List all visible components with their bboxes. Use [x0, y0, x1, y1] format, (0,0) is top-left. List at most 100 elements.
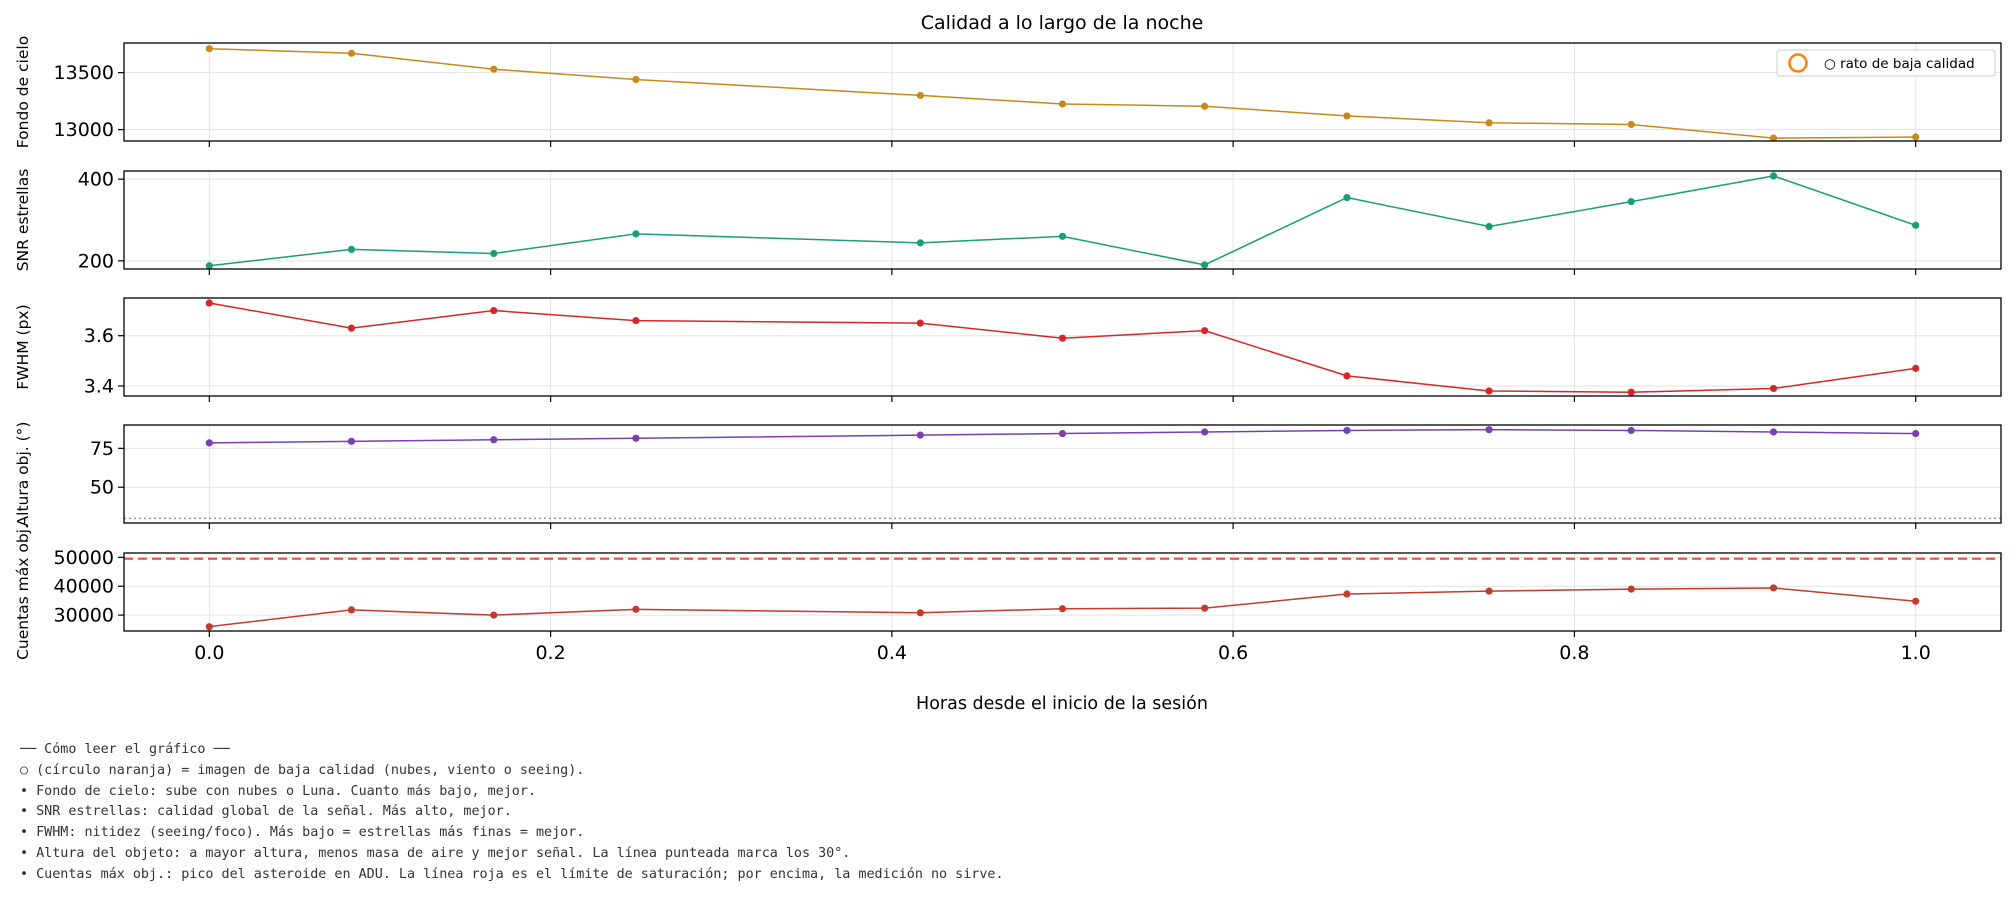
legend-box [1776, 49, 1996, 77]
data-point [1201, 327, 1209, 335]
x-tick-label: 0.8 [1559, 642, 1589, 664]
y-tick-label: 75 [90, 438, 114, 460]
data-point [632, 75, 640, 84]
data-point [1485, 587, 1493, 595]
panel-3: 3.4 3.6 FWHM (px) [14, 297, 2002, 402]
data-point [205, 439, 213, 447]
x-axis-label: Horas desde el inicio de la sesión [916, 694, 1208, 714]
x-tick-label: 0.4 [877, 642, 907, 664]
data-point [205, 623, 213, 631]
data-point [916, 319, 924, 327]
data-point [1343, 590, 1351, 598]
data-point [916, 91, 924, 100]
data-point [1627, 198, 1635, 206]
x-tick-label: 0.6 [1218, 642, 1248, 664]
panel-frame [123, 170, 2002, 270]
note-line-snr: • SNR estrellas: calidad global de la se… [20, 804, 512, 820]
y-tick-label: 13500 [54, 62, 114, 84]
data-point [1912, 429, 1920, 438]
data-point [1343, 193, 1351, 202]
panel-frame [123, 42, 2002, 142]
x-tick-label: 1.0 [1901, 642, 1931, 664]
y-axis-label: Fondo de cielo [14, 36, 32, 148]
y-axis-label: Altura obj. (°) [14, 422, 32, 527]
panel-frame [123, 297, 2002, 397]
data-point [205, 299, 213, 307]
data-point [1769, 428, 1778, 436]
data-point [916, 239, 924, 247]
data-point [1627, 388, 1635, 396]
y-tick-label: 200 [78, 250, 114, 272]
data-point [1343, 112, 1351, 120]
y-tick-label: 50 [90, 477, 114, 499]
data-point [490, 65, 498, 73]
y-tick-label: 3.6 [84, 325, 114, 347]
note-line-marker: ○ (círculo naranja) = imagen de baja cal… [20, 762, 585, 778]
data-point [1201, 261, 1209, 269]
data-point [490, 611, 498, 619]
data-point [490, 436, 498, 444]
y-tick-label: 400 [78, 169, 114, 191]
data-point [347, 245, 356, 253]
notes-heading: ── Cómo leer el gráfico ── [20, 742, 230, 757]
data-point [1485, 426, 1493, 434]
data-point [1201, 102, 1209, 110]
data-point [916, 431, 924, 439]
data-point [632, 317, 640, 325]
data-point [347, 324, 356, 332]
chart-title: Calidad a lo largo de la noche [921, 12, 1204, 34]
chart-panels: 13000 13500 Fondo de cielo 200 400 SNR estrel… [14, 36, 2002, 664]
data-point [1201, 428, 1209, 436]
x-tick-label: 0.2 [535, 642, 565, 664]
y-tick-label: 30000 [54, 605, 114, 627]
y-tick-label: 13000 [54, 119, 114, 141]
panel-2: 200 400 SNR estrellas [14, 169, 2002, 275]
data-point [632, 230, 640, 238]
y-tick-label: 50000 [54, 547, 114, 569]
panel-frame [123, 552, 2002, 632]
data-point [347, 49, 356, 57]
panel-frame [123, 424, 2002, 524]
data-point [1769, 172, 1778, 180]
y-axis-label: FWHM (px) [14, 304, 32, 389]
panel-4: 50 75 Altura obj. (°) [14, 422, 2002, 529]
data-point [347, 606, 356, 614]
data-point [1058, 232, 1067, 240]
data-point [1627, 120, 1635, 129]
data-point [1627, 426, 1635, 435]
data-point [205, 262, 213, 270]
data-point [1201, 604, 1209, 612]
data-point [1912, 221, 1920, 229]
note-line-max-counts: • Cuentas máx obj.: pico del asteroide e… [20, 866, 1004, 882]
x-tick-label: 0.0 [194, 642, 224, 664]
data-point [1912, 597, 1920, 605]
data-point [1058, 605, 1067, 613]
legend-label: ○ rato de baja calidad [1824, 56, 1975, 72]
series-line [209, 175, 1916, 267]
reading-notes: ── Cómo leer el gráfico ── ○ (círculo na… [20, 740, 1920, 886]
data-point [916, 609, 924, 617]
data-point [1485, 119, 1493, 127]
series-line [209, 47, 1916, 139]
series-line [209, 428, 1916, 444]
data-point [490, 306, 498, 315]
data-point [1627, 585, 1635, 593]
y-axis-label: Cuentas máx obj. [14, 524, 32, 660]
note-line-sky-background: • Fondo de cielo: sube con nubes o Luna.… [20, 783, 536, 799]
data-point [1912, 364, 1920, 372]
data-point [1343, 372, 1351, 380]
note-line-fwhm: • FWHM: nitidez (seeing/foco). Más bajo … [20, 825, 585, 841]
y-tick-label: 3.4 [84, 375, 114, 397]
data-point [632, 605, 640, 613]
data-point [1485, 222, 1493, 231]
data-point [632, 434, 640, 442]
data-point [490, 249, 498, 258]
data-point [1058, 334, 1067, 342]
y-axis-label: SNR estrellas [14, 169, 32, 272]
series-line [209, 302, 1916, 393]
data-point [1343, 426, 1351, 435]
data-point [1058, 429, 1067, 438]
data-point [1058, 100, 1067, 108]
panel-5: 30000 40000 50000 Cuentas máx obj. [14, 524, 2002, 660]
